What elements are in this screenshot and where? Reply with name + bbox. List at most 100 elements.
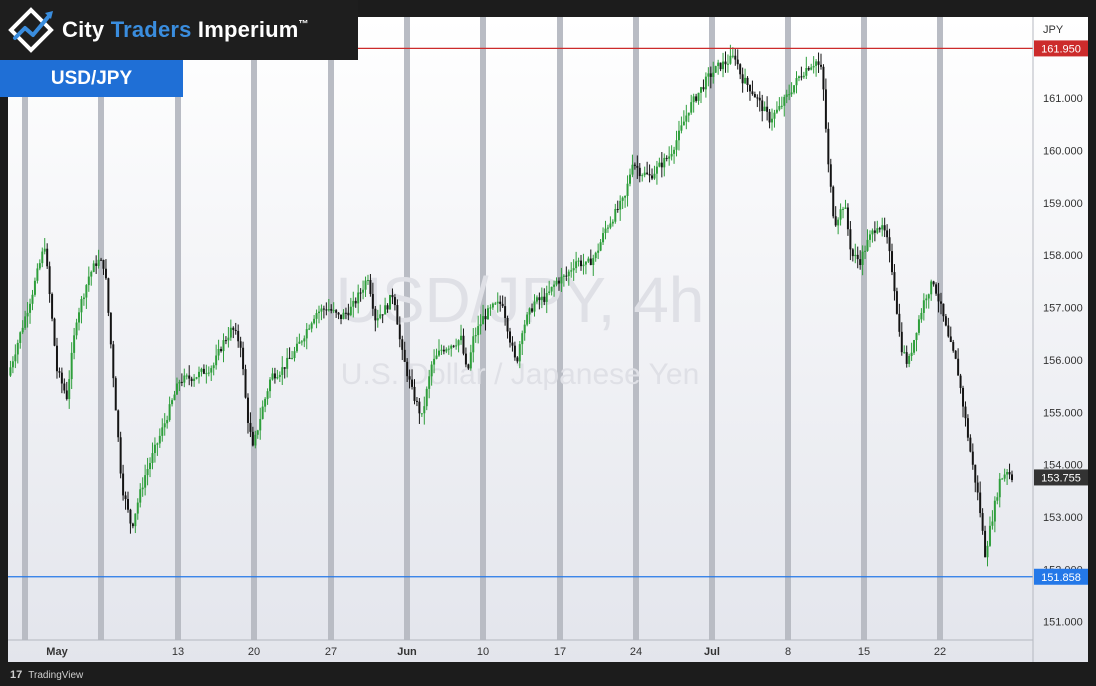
- candle-body: [849, 229, 852, 250]
- candle-body: [249, 422, 252, 432]
- y-tick-label: 159.000: [1043, 198, 1083, 210]
- candle-body: [129, 509, 132, 524]
- candle-body: [60, 372, 63, 384]
- candle-body: [900, 331, 903, 353]
- candle-body: [393, 297, 396, 306]
- resistance-tag: [1034, 40, 1088, 57]
- candle-body: [496, 301, 499, 304]
- candle-body: [930, 281, 933, 295]
- candles: [9, 44, 1013, 567]
- y-tick-label: 157.000: [1043, 303, 1083, 315]
- candle-body: [151, 453, 154, 463]
- candle-body: [295, 343, 298, 352]
- candle-body: [810, 67, 813, 70]
- candle-body: [952, 342, 955, 351]
- candle-body: [898, 313, 901, 332]
- candle-body: [166, 419, 169, 424]
- candle-body: [308, 328, 311, 330]
- candle-body: [264, 398, 267, 407]
- candle-body: [677, 130, 680, 141]
- x-tick-label: 22: [934, 646, 946, 658]
- candle-body: [795, 78, 798, 86]
- candle-body: [920, 312, 923, 320]
- candle-body: [756, 97, 759, 99]
- candle-body: [134, 513, 137, 527]
- candle-body: [878, 228, 881, 230]
- candle-body: [119, 437, 122, 474]
- candle-body: [959, 375, 962, 388]
- chart-background: [8, 17, 1088, 662]
- candle-body: [26, 312, 29, 317]
- session-bands: [22, 17, 943, 640]
- candle-body: [729, 55, 732, 64]
- candle-body: [577, 260, 580, 262]
- candle-body: [418, 401, 421, 414]
- candle-body: [927, 294, 930, 299]
- candle-body: [85, 285, 88, 298]
- candle-body: [227, 337, 230, 341]
- candle-body: [325, 309, 328, 311]
- candle-body: [300, 341, 303, 343]
- candle-body: [210, 368, 213, 373]
- candle-body: [229, 327, 232, 338]
- candle-body: [996, 497, 999, 501]
- candle-body: [837, 219, 840, 226]
- candle-body: [726, 63, 729, 65]
- candle-body: [962, 387, 965, 407]
- candle-body: [734, 55, 737, 60]
- candle-body: [479, 324, 482, 327]
- x-tick-label: Jun: [397, 646, 417, 658]
- candle-body: [291, 358, 294, 360]
- session-band: [251, 17, 257, 640]
- candle-body: [107, 278, 110, 313]
- candle-body: [949, 336, 952, 343]
- last-price-tag-label: 153.755: [1041, 472, 1081, 484]
- candle-body: [100, 259, 103, 261]
- candle-body: [700, 87, 703, 93]
- candle-body: [697, 92, 700, 101]
- candle-body: [856, 254, 859, 260]
- candle-body: [109, 312, 112, 345]
- candle-body: [396, 305, 399, 325]
- candle-body: [251, 431, 254, 446]
- candle-body: [834, 216, 837, 226]
- x-tick-label: 20: [248, 646, 260, 658]
- candle-body: [146, 469, 149, 476]
- candle-body: [589, 258, 592, 266]
- candle-body: [411, 379, 414, 387]
- candle-body: [190, 378, 193, 382]
- candle-body: [14, 354, 17, 362]
- candle-body: [971, 451, 974, 465]
- candle-body: [797, 76, 800, 79]
- candle-body: [298, 341, 301, 344]
- candle-body: [531, 308, 534, 312]
- candle-body: [408, 376, 411, 380]
- candle-body: [212, 365, 215, 369]
- candle-body: [668, 156, 671, 159]
- candle-body: [70, 352, 73, 380]
- candle-body: [565, 275, 568, 277]
- candle-body: [504, 306, 507, 318]
- candle-body: [220, 348, 223, 352]
- candle-body: [63, 383, 66, 391]
- tradingview-label[interactable]: TradingView: [28, 669, 84, 681]
- candle-body: [452, 345, 455, 347]
- candle-body: [232, 327, 235, 330]
- candle-body: [80, 299, 83, 313]
- candle-body: [53, 318, 56, 346]
- candle-body: [376, 318, 379, 321]
- candle-body: [944, 316, 947, 326]
- candle-body: [584, 261, 587, 265]
- candle-body: [327, 308, 330, 311]
- candle-body: [19, 332, 22, 343]
- candle-body: [682, 121, 685, 126]
- candle-body: [198, 371, 201, 378]
- candle-body: [342, 312, 345, 320]
- time-axis[interactable]: May 13 20 27 Jun 10 17 24 Jul 8 15 22: [46, 646, 946, 658]
- candle-body: [839, 209, 842, 220]
- candle-body: [788, 94, 791, 96]
- candle-body: [851, 249, 854, 257]
- candle-body: [437, 350, 440, 356]
- candle-body: [234, 329, 237, 331]
